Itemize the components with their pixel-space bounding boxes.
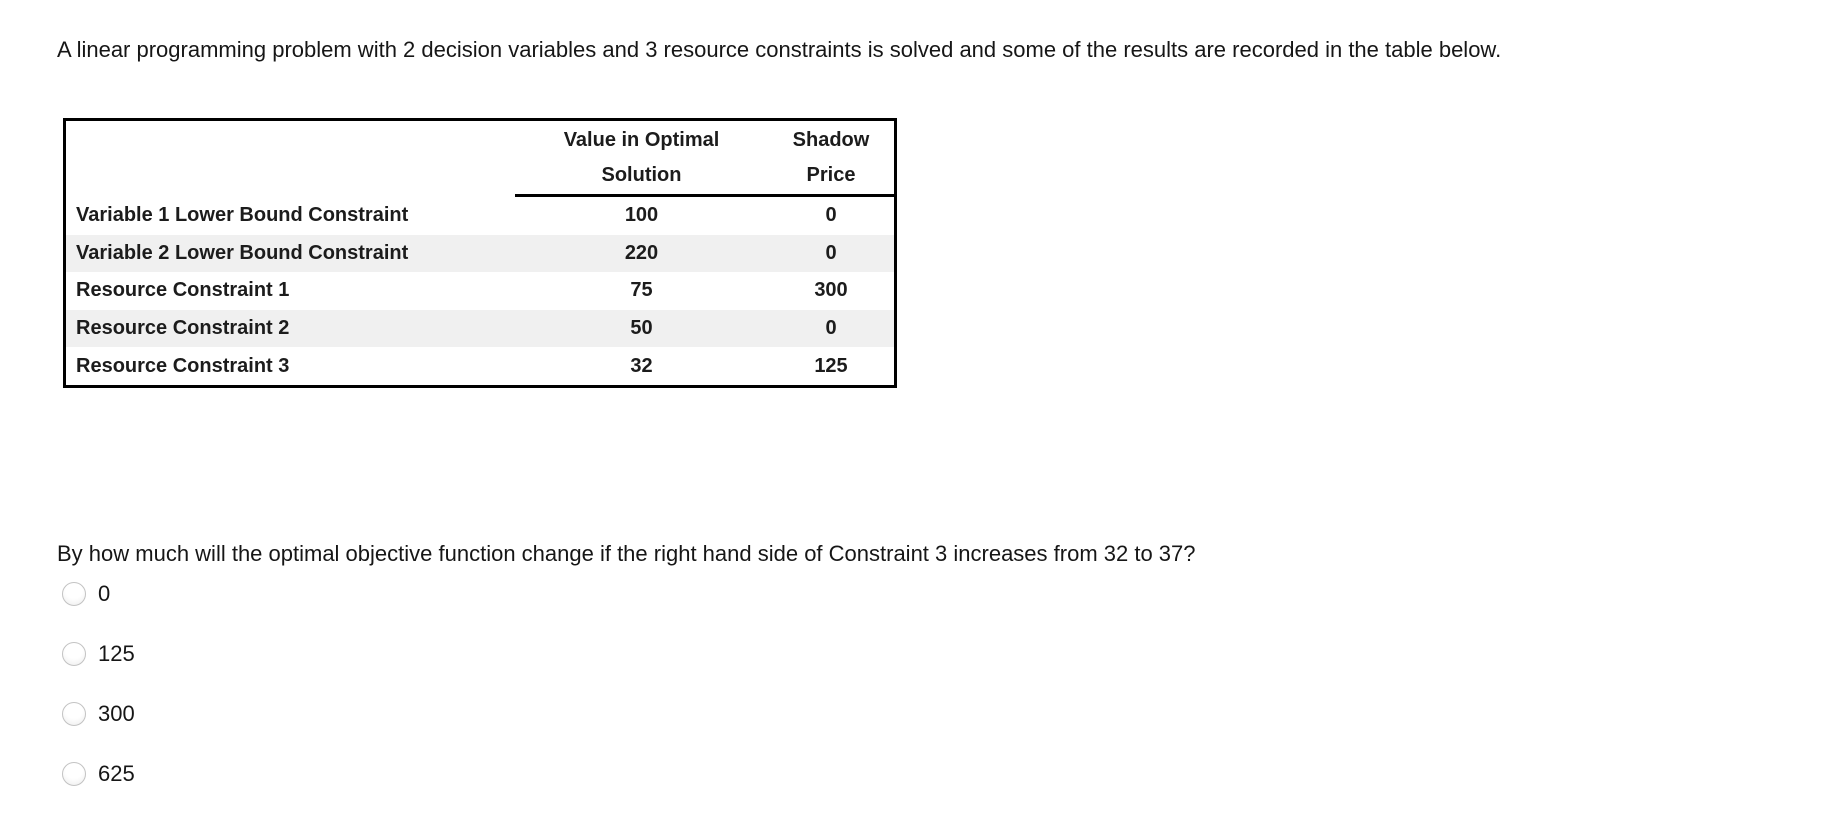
answer-option-1[interactable]: 0: [62, 582, 135, 606]
row-label: Resource Constraint 3: [76, 354, 290, 377]
value-cell: 100: [624, 204, 659, 227]
value-cell: 220: [515, 234, 768, 273]
problem-statement: A linear programming problem with 2 deci…: [57, 37, 1502, 62]
row-label: Resource Constraint 2: [66, 309, 515, 348]
radio-button[interactable]: [62, 642, 86, 666]
column-header-shadow-price-label: Shadow Price: [792, 128, 870, 186]
answer-option-3[interactable]: 300: [62, 702, 135, 726]
row-label: Resource Constraint 1: [76, 279, 290, 302]
question-text: By how much will the optimal objective f…: [57, 541, 1196, 566]
shadow-price-cell: 125: [814, 354, 848, 377]
column-header-empty: [66, 121, 515, 197]
shadow-price-cell: 300: [814, 279, 848, 302]
results-table-wrapper: Value in Optimal Solution Shadow Price V…: [63, 118, 897, 388]
table-row: Resource Constraint 2 50 0: [66, 309, 894, 348]
answer-options: 0 125 300 625: [62, 582, 135, 822]
results-table: Value in Optimal Solution Shadow Price V…: [63, 118, 897, 388]
table-row: Resource Constraint 3 32 125: [66, 347, 894, 385]
radio-button[interactable]: [62, 582, 86, 606]
radio-button[interactable]: [62, 762, 86, 786]
shadow-price-cell: 0: [768, 234, 894, 273]
row-label: Variable 2 Lower Bound Constraint: [66, 234, 515, 273]
table-row: Resource Constraint 1 75 300: [66, 272, 894, 310]
value-cell: 32: [630, 354, 653, 377]
column-header-value: Value in Optimal Solution: [515, 121, 768, 197]
table-row: Variable 2 Lower Bound Constraint 220 0: [66, 234, 894, 273]
radio-button[interactable]: [62, 702, 86, 726]
row-label: Variable 1 Lower Bound Constraint: [76, 204, 409, 227]
column-header-value-label: Value in Optimal Solution: [563, 128, 720, 186]
option-label: 625: [98, 761, 135, 786]
shadow-price-cell: 0: [825, 204, 837, 227]
shadow-price-cell: 0: [768, 309, 894, 348]
column-header-shadow-price: Shadow Price: [768, 121, 894, 197]
option-label: 300: [98, 701, 135, 726]
value-cell: 75: [630, 279, 653, 302]
table-header-row: Value in Optimal Solution Shadow Price: [66, 121, 894, 197]
value-cell: 50: [515, 309, 768, 348]
option-label: 0: [98, 581, 111, 606]
answer-option-4[interactable]: 625: [62, 762, 135, 786]
answer-option-2[interactable]: 125: [62, 642, 135, 666]
table-row: Variable 1 Lower Bound Constraint 100 0: [66, 197, 894, 235]
option-label: 125: [98, 641, 135, 666]
